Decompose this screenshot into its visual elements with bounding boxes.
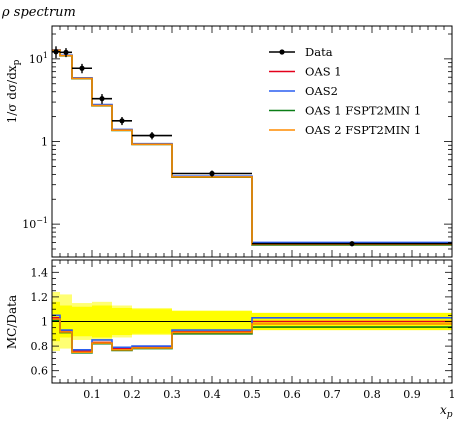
series-line-4 [52, 49, 452, 246]
ratio-panel: 0.6 0.8 1 1.2 1.4 0.1 0.2 0.3 0.4 0.5 0.6 0.7 0.8 0.9… [31, 259, 456, 401]
y-axis-label-text: 1/σ dσ/dxp [5, 59, 22, 123]
y-axis-label-main: 1/σ dσ/dxp [5, 59, 22, 123]
legend: Data OAS 1 OAS2 OAS 1 FSPT2MIN 1 OAS 2 FSPT2… [269, 45, 421, 137]
x-tick-label: 0.3 [163, 388, 181, 401]
legend-label: OAS 1 [305, 65, 342, 79]
x-tick-label: 0.4 [203, 388, 221, 401]
legend-label: OAS 2 FSPT2MIN 1 [305, 123, 421, 137]
ratio-y-tick-label: 1.2 [31, 291, 49, 304]
y-tick-label: 101 [29, 51, 48, 66]
data-point [72, 63, 92, 74]
x-tick-label: 0.7 [323, 388, 341, 401]
y-tick-label: 1 [41, 136, 48, 149]
data-point [60, 48, 72, 58]
data-marker [149, 132, 155, 139]
chart-title: ρ spectrum [1, 5, 76, 20]
ratio-y-tick-label: 0.8 [31, 340, 49, 353]
x-tick-label: 0.5 [243, 388, 261, 401]
data-marker [79, 65, 85, 71]
x-tick-label: 0.9 [403, 388, 421, 401]
data-marker [119, 118, 125, 124]
data-point [92, 94, 112, 104]
ratio-y-tick-label: 0.6 [31, 365, 49, 378]
data-point [172, 170, 252, 177]
data-marker [53, 49, 59, 55]
legend-label: Data [305, 45, 333, 59]
x-tick-label: 0.1 [83, 388, 101, 401]
data-point [112, 116, 132, 126]
legend-label: OAS 1 FSPT2MIN 1 [305, 104, 421, 118]
x-tick-label: 1 [449, 388, 456, 401]
x-tick-label: 0.6 [283, 388, 301, 401]
x-tick-label: 0.8 [363, 388, 381, 401]
data-point [252, 241, 452, 247]
ratio-line-4 [52, 318, 452, 354]
main-panel: 10−1 1 101 [22, 25, 453, 258]
data-point [132, 132, 172, 140]
data-marker [63, 49, 69, 55]
x-axis-label: xp [440, 403, 453, 420]
x-tick-label: 0.2 [123, 388, 141, 401]
data-point [52, 46, 60, 59]
ratio-y-tick-label: 1 [41, 316, 48, 329]
legend-marker [279, 49, 285, 55]
y-axis-label-ratio: MC/Data [5, 295, 19, 349]
legend-label: OAS2 [305, 84, 338, 98]
data-marker [99, 96, 105, 102]
x-axis-label-text: xp [440, 403, 453, 420]
ratio-y-tick-label: 1.4 [31, 266, 49, 279]
data-marker [349, 241, 355, 247]
data-marker [209, 170, 215, 177]
y-tick-label: 10−1 [22, 216, 48, 231]
